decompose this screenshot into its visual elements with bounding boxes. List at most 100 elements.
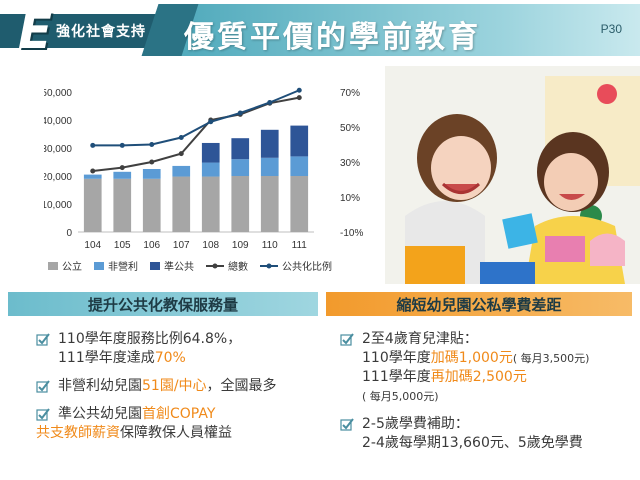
highlight-text: 首創COPAY (142, 406, 216, 422)
data-point (208, 119, 214, 125)
bar-segment (172, 176, 191, 232)
text: 111學年度 (362, 369, 431, 385)
x-tick-label: 106 (143, 240, 160, 251)
small-note: ( 每月3,500元) (512, 352, 590, 365)
left-section-heading: 提升公共化教保服務量 (8, 292, 318, 316)
bar-segment (260, 157, 279, 176)
check-icon (36, 333, 50, 346)
text: 非營利幼兒園 (58, 378, 142, 394)
legend-swatch (150, 262, 160, 270)
bar-segment (83, 174, 102, 179)
highlight-text: 51園/中心 (142, 378, 207, 394)
x-tick-label: 111 (292, 240, 308, 251)
section-tag: 強化社會支持 (56, 24, 146, 40)
x-tick-label: 109 (232, 240, 249, 251)
data-point (237, 110, 243, 116)
children-photo (385, 66, 640, 284)
legend-label: 公立 (62, 260, 82, 273)
data-point (149, 142, 155, 147)
y-left-tick-label: 0 (66, 228, 72, 239)
series-line (92, 89, 300, 147)
item-line: 110學年度服務比例64.8%， (58, 331, 242, 347)
bar-segment (231, 176, 250, 232)
bar-segment (201, 142, 220, 163)
y-left-tick-label: 40,000 (44, 116, 72, 127)
y-left-tick-label: 50,000 (44, 88, 72, 99)
chart: 0 10,000 20,000 30,000 40,000 50,000 -10% 10% 30… (41, 84, 374, 280)
item-line: 2-4歲每學期13,660元、5歲免學費 (362, 435, 583, 451)
y-right-tick-label: 30% (340, 158, 360, 169)
chart-svg: 0 10,000 20,000 30,000 40,000 50,000 -10% 10% 30… (41, 87, 363, 273)
bar-segment (142, 169, 161, 179)
data-point (178, 151, 184, 157)
list-item: 2-5歲學費補助： 2-4歲每學期13,660元、5歲免學費 (340, 415, 636, 453)
list-item: 非營利幼兒園51園/中心，全國最多 (36, 377, 321, 396)
y-left-tick-label: 30,000 (44, 144, 72, 155)
data-point (90, 142, 96, 148)
item-line: 2至4歲育兒津貼： (362, 331, 478, 347)
bar-segment (260, 176, 279, 232)
list-item: 110學年度服務比例64.8%， 111學年度達成70% (36, 330, 321, 368)
highlight-text: 共支教師薪資 (36, 425, 120, 441)
e-logo-icon: E (18, 2, 53, 60)
legend-swatch (94, 262, 104, 270)
bar-segment (172, 165, 191, 177)
item-line: 2-5歲學費補助： (362, 416, 469, 432)
children-playing-blocks-image (385, 66, 640, 284)
data-point (178, 135, 184, 140)
text: 110學年度 (362, 350, 431, 366)
data-point (149, 159, 155, 165)
highlight-text: 70% (154, 350, 186, 366)
data-point (296, 87, 302, 93)
page-title: 優質平價的學前教育 (184, 20, 481, 55)
bar-segment (83, 178, 102, 232)
item-line: 111學年度達成70% (58, 349, 321, 368)
left-bullet-list: 110學年度服務比例64.8%， 111學年度達成70% 非營利幼兒園51園/中… (36, 330, 321, 452)
legend-label: 公共化比例 (282, 260, 332, 273)
small-note: ( 每月5,000元) (362, 390, 439, 403)
text: ，全國最多 (206, 378, 277, 394)
bar-segment (113, 178, 132, 232)
title-bar (170, 4, 640, 56)
bar-segment (113, 171, 132, 179)
x-tick-label: 107 (173, 240, 190, 251)
legend-swatch (48, 262, 58, 270)
y-left-tick-label: 20,000 (44, 172, 72, 183)
data-point (119, 142, 125, 148)
y-left-tick-label: 10,000 (44, 200, 72, 211)
x-tick-label: 105 (114, 240, 131, 251)
bar-segment (290, 176, 309, 232)
item-line: 非營利幼兒園51園/中心，全國最多 (58, 377, 321, 396)
check-icon (340, 333, 354, 346)
check-icon (36, 408, 50, 421)
bar-segment (201, 176, 220, 232)
y-right-tick-label: -10% (340, 228, 363, 239)
text: 準公共幼兒園 (58, 406, 142, 422)
list-item: 準公共幼兒園首創COPAY 共支教師薪資保障教保人員權益 (36, 405, 321, 443)
legend-marker (266, 263, 272, 269)
page-number: P30 (600, 22, 622, 36)
text: 111學年度達成 (58, 350, 155, 366)
highlight-text: 再加碼2,500元 (430, 369, 527, 385)
check-icon (36, 380, 50, 393)
bar-segment (201, 162, 220, 177)
header-banner: E 強化社會支持 優質平價的學前教育 P30 (0, 0, 640, 62)
legend-label: 總數 (228, 260, 248, 273)
data-point (90, 168, 96, 174)
highlight-text: 加碼1,000元 (430, 350, 513, 366)
bar-segment (260, 129, 279, 158)
data-point (267, 100, 273, 105)
data-point (296, 95, 302, 101)
y-right-tick-label: 10% (340, 193, 360, 204)
list-item: 2至4歲育兒津貼： 110學年度加碼1,000元( 每月3,500元) 111學… (340, 330, 636, 406)
x-tick-label: 104 (84, 240, 101, 251)
y-right-tick-label: 70% (340, 88, 360, 99)
text: 保障教保人員權益 (120, 425, 232, 441)
x-tick-label: 108 (202, 240, 219, 251)
item-line: 111學年度再加碼2,500元 (362, 368, 636, 387)
x-tick-label: 110 (262, 240, 278, 251)
legend-marker (212, 263, 218, 269)
right-section-heading: 縮短幼兒園公私學費差距 (326, 292, 632, 316)
y-right-tick-label: 50% (340, 123, 360, 134)
item-line: 準公共幼兒園首創COPAY (58, 405, 321, 424)
